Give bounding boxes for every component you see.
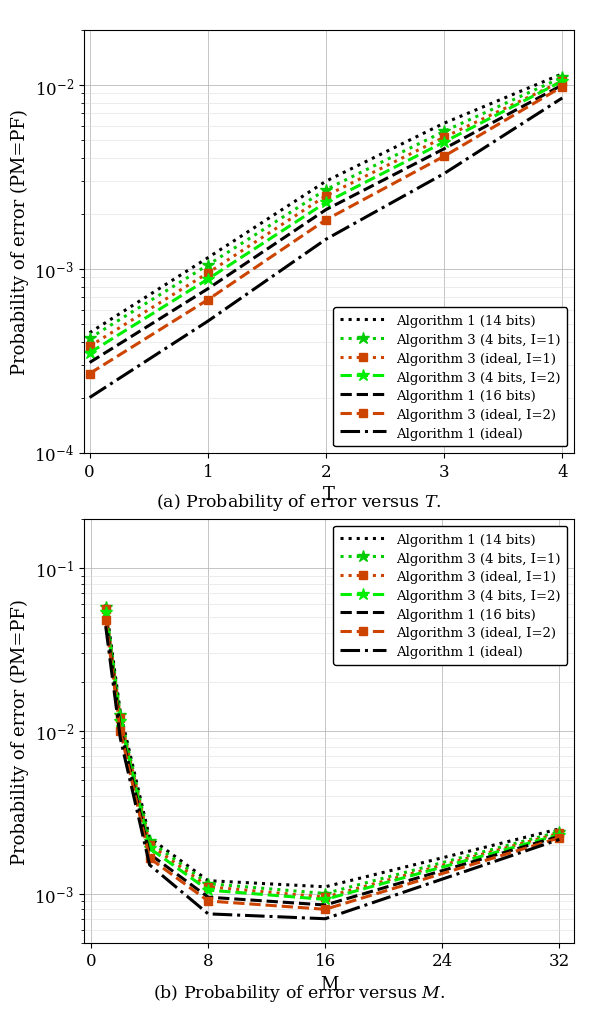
- Algorithm 3 (ideal, I=2): [322, 214, 329, 226]
- Algorithm 1 (16 bits): [204, 283, 211, 296]
- Algorithm 3 (ideal, I=1): [205, 880, 212, 893]
- Algorithm 3 (4 bits, I=1): [559, 72, 566, 85]
- Algorithm 3 (4 bits, I=1): [146, 836, 153, 848]
- X-axis label: T: T: [323, 486, 335, 503]
- Line: Algorithm 3 (ideal, I=2): Algorithm 3 (ideal, I=2): [102, 616, 563, 914]
- Algorithm 3 (4 bits, I=2): [559, 75, 566, 88]
- Algorithm 1 (16 bits): [322, 205, 329, 217]
- Text: (a) Probability of error versus $T$.: (a) Probability of error versus $T$.: [156, 491, 442, 513]
- Algorithm 1 (14 bits): [146, 832, 153, 844]
- Line: Algorithm 1 (14 bits): Algorithm 1 (14 bits): [90, 74, 562, 333]
- Algorithm 1 (16 bits): [556, 830, 563, 843]
- Algorithm 1 (14 bits): [86, 327, 93, 339]
- Algorithm 3 (4 bits, I=1): [205, 877, 212, 890]
- Algorithm 3 (4 bits, I=2): [86, 347, 93, 360]
- Algorithm 3 (4 bits, I=1): [204, 260, 211, 272]
- Algorithm 3 (ideal, I=2): [559, 82, 566, 94]
- Algorithm 3 (ideal, I=2): [117, 726, 124, 738]
- Line: Algorithm 3 (ideal, I=1): Algorithm 3 (ideal, I=1): [86, 77, 566, 352]
- Algorithm 1 (16 bits): [86, 357, 93, 369]
- Algorithm 3 (ideal, I=1): [556, 827, 563, 840]
- Text: (b) Probability of error versus $M$.: (b) Probability of error versus $M$.: [152, 981, 446, 1003]
- Algorithm 3 (ideal, I=2): [441, 151, 448, 163]
- Algorithm 1 (16 bits): [322, 899, 329, 911]
- Algorithm 3 (4 bits, I=2): [102, 606, 109, 619]
- Algorithm 3 (ideal, I=1): [204, 268, 211, 280]
- Algorithm 3 (4 bits, I=1): [441, 126, 448, 139]
- Algorithm 3 (ideal, I=1): [559, 75, 566, 88]
- Line: Algorithm 3 (4 bits, I=1): Algorithm 3 (4 bits, I=1): [83, 72, 569, 345]
- Algorithm 3 (4 bits, I=1): [322, 888, 329, 900]
- Algorithm 1 (ideal): [146, 859, 153, 871]
- Algorithm 1 (14 bits): [204, 253, 211, 265]
- Y-axis label: Probability of error (PM=PF): Probability of error (PM=PF): [10, 109, 29, 375]
- Algorithm 1 (ideal): [322, 913, 329, 925]
- Algorithm 3 (ideal, I=2): [204, 294, 211, 307]
- Algorithm 1 (14 bits): [322, 176, 329, 189]
- Algorithm 1 (16 bits): [205, 892, 212, 904]
- Algorithm 3 (ideal, I=1): [86, 340, 93, 353]
- Algorithm 1 (ideal): [205, 908, 212, 920]
- Algorithm 3 (ideal, I=2): [86, 368, 93, 380]
- Legend: Algorithm 1 (14 bits), Algorithm 3 (4 bits, I=1), Algorithm 3 (ideal, I=1), Algo: Algorithm 1 (14 bits), Algorithm 3 (4 bi…: [333, 308, 568, 447]
- Algorithm 3 (4 bits, I=1): [322, 184, 329, 197]
- Algorithm 3 (4 bits, I=2): [556, 828, 563, 841]
- Algorithm 3 (ideal, I=1): [441, 132, 448, 145]
- Line: Algorithm 1 (16 bits): Algorithm 1 (16 bits): [90, 86, 562, 363]
- Algorithm 1 (ideal): [559, 93, 566, 105]
- Algorithm 1 (14 bits): [102, 598, 109, 610]
- Algorithm 1 (14 bits): [322, 880, 329, 893]
- Algorithm 3 (4 bits, I=2): [441, 137, 448, 149]
- X-axis label: M: M: [320, 975, 338, 993]
- Algorithm 3 (4 bits, I=1): [117, 709, 124, 721]
- Algorithm 1 (14 bits): [117, 706, 124, 718]
- Algorithm 1 (14 bits): [556, 823, 563, 836]
- Algorithm 1 (16 bits): [441, 144, 448, 156]
- Algorithm 3 (ideal, I=1): [117, 712, 124, 725]
- Algorithm 1 (ideal): [102, 621, 109, 633]
- Algorithm 3 (4 bits, I=2): [322, 894, 329, 906]
- Algorithm 3 (ideal, I=2): [322, 903, 329, 915]
- Algorithm 3 (ideal, I=2): [102, 614, 109, 627]
- Algorithm 1 (14 bits): [205, 874, 212, 887]
- Algorithm 1 (16 bits): [146, 848, 153, 860]
- Algorithm 1 (ideal): [117, 733, 124, 745]
- Algorithm 1 (ideal): [441, 168, 448, 180]
- Algorithm 1 (14 bits): [559, 68, 566, 81]
- Algorithm 1 (ideal): [322, 234, 329, 247]
- Algorithm 3 (ideal, I=1): [102, 603, 109, 615]
- Algorithm 1 (ideal): [556, 834, 563, 846]
- Algorithm 1 (ideal): [86, 392, 93, 405]
- Algorithm 3 (4 bits, I=2): [117, 715, 124, 728]
- Algorithm 1 (16 bits): [117, 721, 124, 734]
- Algorithm 3 (ideal, I=2): [146, 852, 153, 864]
- Algorithm 3 (ideal, I=2): [556, 832, 563, 844]
- Algorithm 3 (4 bits, I=2): [204, 274, 211, 286]
- Algorithm 3 (4 bits, I=1): [556, 825, 563, 838]
- Line: Algorithm 3 (4 bits, I=1): Algorithm 3 (4 bits, I=1): [99, 601, 566, 900]
- Line: Algorithm 1 (14 bits): Algorithm 1 (14 bits): [106, 604, 560, 887]
- Algorithm 3 (4 bits, I=1): [86, 333, 93, 345]
- Algorithm 3 (4 bits, I=2): [146, 843, 153, 855]
- Algorithm 3 (ideal, I=2): [205, 895, 212, 907]
- Algorithm 3 (ideal, I=1): [322, 892, 329, 904]
- Line: Algorithm 1 (ideal): Algorithm 1 (ideal): [90, 99, 562, 398]
- Line: Algorithm 3 (ideal, I=1): Algorithm 3 (ideal, I=1): [102, 605, 563, 902]
- Line: Algorithm 3 (ideal, I=2): Algorithm 3 (ideal, I=2): [86, 84, 566, 378]
- Algorithm 3 (ideal, I=1): [322, 191, 329, 203]
- Algorithm 3 (4 bits, I=2): [322, 197, 329, 209]
- Line: Algorithm 3 (4 bits, I=2): Algorithm 3 (4 bits, I=2): [99, 606, 566, 906]
- Legend: Algorithm 1 (14 bits), Algorithm 3 (4 bits, I=1), Algorithm 3 (ideal, I=1), Algo: Algorithm 1 (14 bits), Algorithm 3 (4 bi…: [333, 526, 568, 665]
- Algorithm 1 (16 bits): [559, 79, 566, 92]
- Algorithm 3 (ideal, I=1): [146, 839, 153, 851]
- Line: Algorithm 1 (ideal): Algorithm 1 (ideal): [106, 627, 560, 919]
- Algorithm 3 (4 bits, I=2): [205, 884, 212, 897]
- Line: Algorithm 3 (4 bits, I=2): Algorithm 3 (4 bits, I=2): [83, 75, 569, 360]
- Algorithm 1 (ideal): [204, 316, 211, 328]
- Line: Algorithm 1 (16 bits): Algorithm 1 (16 bits): [106, 618, 560, 905]
- Algorithm 1 (14 bits): [441, 118, 448, 130]
- Algorithm 1 (16 bits): [102, 611, 109, 624]
- Y-axis label: Probability of error (PM=PF): Probability of error (PM=PF): [11, 598, 29, 864]
- Algorithm 3 (4 bits, I=1): [102, 601, 109, 613]
